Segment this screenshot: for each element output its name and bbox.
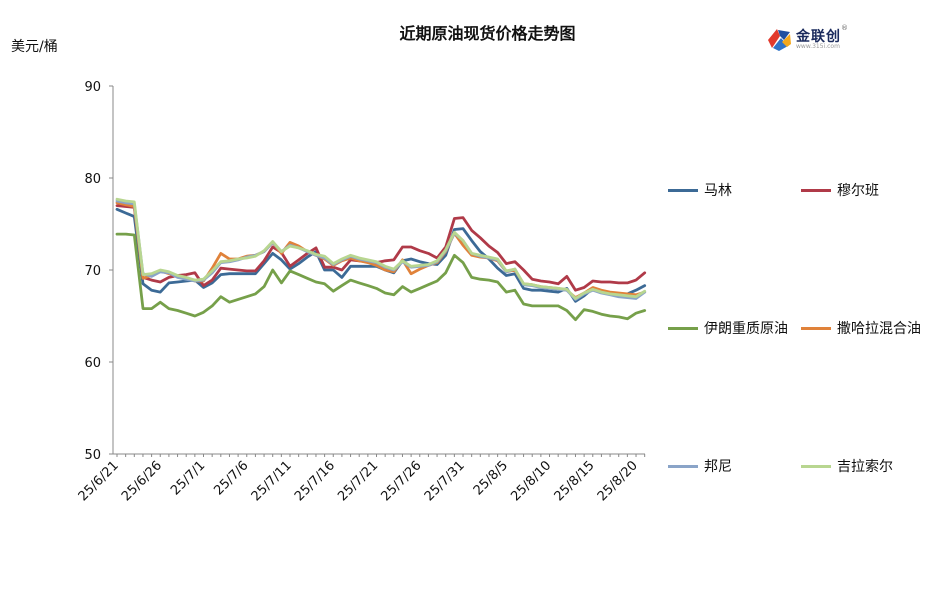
x-tick-label: 25/8/5 <box>471 458 511 498</box>
legend-label: 马林 <box>704 183 732 199</box>
legend-swatch <box>668 188 698 192</box>
y-tick-label: 70 <box>84 264 101 279</box>
legend-item-4: 撒哈拉混合油 <box>801 318 921 338</box>
legend-label: 伊朗重质原油 <box>704 321 788 337</box>
x-tick-label: 25/7/26 <box>379 458 425 504</box>
x-tick-label: 25/7/21 <box>335 458 381 504</box>
y-tick-label: 90 <box>84 80 101 95</box>
legend-swatch <box>801 188 831 192</box>
legend-label: 穆尔班 <box>837 183 879 199</box>
x-tick-label: 25/7/6 <box>211 458 251 498</box>
y-axis-unit-label: 美元/桶 <box>11 39 58 55</box>
logo-brand-text: 金联创 <box>796 29 841 45</box>
x-tick-label: 25/7/31 <box>422 458 468 504</box>
logo-registered-mark: ® <box>841 24 848 32</box>
logo-url-text: www.315i.com <box>796 43 840 50</box>
legend-swatch <box>668 464 698 468</box>
y-tick-label: 80 <box>84 172 101 187</box>
legend-label: 邦尼 <box>704 459 732 475</box>
legend-item-1: 马林 <box>668 180 732 200</box>
brand-logo: 金联创 ® www.315i.com <box>766 24 866 54</box>
y-tick-label: 50 <box>84 448 101 463</box>
legend-swatch <box>801 464 831 468</box>
series-line-4 <box>115 201 647 300</box>
x-tick-label: 25/8/20 <box>595 458 641 504</box>
legend-swatch <box>801 326 831 330</box>
logo-mark-icon <box>768 29 791 51</box>
x-tick-label: 25/8/10 <box>508 458 554 504</box>
legend-item-2: 穆尔班 <box>801 180 879 200</box>
x-tick-label: 25/7/11 <box>249 458 295 504</box>
series-line-5 <box>115 199 647 301</box>
legend-swatch <box>668 326 698 330</box>
series-line-2 <box>115 204 647 292</box>
series-line-1 <box>115 207 647 303</box>
x-tick-label: 25/6/26 <box>119 458 165 504</box>
legend-item-6: 吉拉索尔 <box>801 456 893 476</box>
x-tick-label: 25/7/16 <box>292 458 338 504</box>
x-tick-label: 25/6/21 <box>76 458 122 504</box>
legend-label: 撒哈拉混合油 <box>837 321 921 337</box>
legend-label: 吉拉索尔 <box>837 459 893 475</box>
y-tick-label: 60 <box>84 356 101 371</box>
series-line-6 <box>115 197 647 300</box>
legend-item-5: 邦尼 <box>668 456 732 476</box>
legend-item-3: 伊朗重质原油 <box>668 318 788 338</box>
chart-title: 近期原油现货价格走势图 <box>399 24 576 43</box>
x-tick-label: 25/7/1 <box>168 458 208 498</box>
series-line-3 <box>115 232 647 322</box>
x-tick-label: 25/8/15 <box>552 458 598 504</box>
